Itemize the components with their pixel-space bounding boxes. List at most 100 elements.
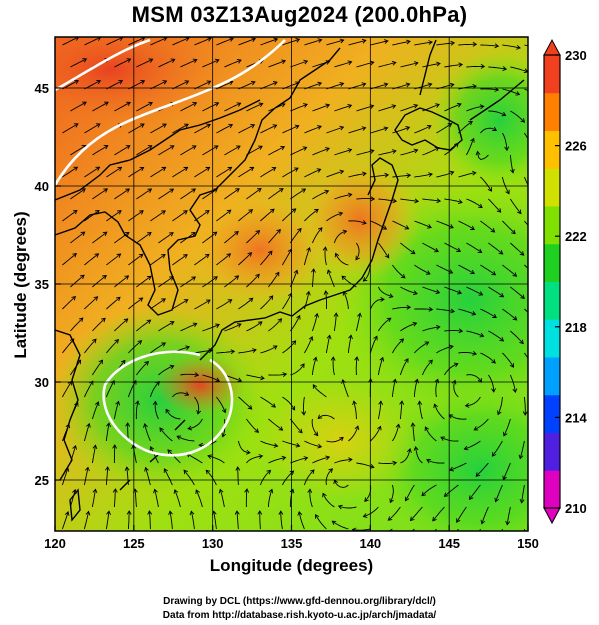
coast-korea-china: [55, 47, 341, 316]
streamline-arrowhead: [191, 188, 197, 193]
streamline: [466, 374, 482, 383]
streamline: [150, 210, 166, 222]
streamline: [213, 511, 217, 530]
contour-white-nw-1: [55, 38, 151, 92]
streamline: [92, 145, 108, 156]
streamline-arrowhead: [72, 209, 78, 215]
streamline-arrowhead: [312, 356, 318, 362]
streamline-arrowhead: [236, 323, 242, 328]
streamline-arrowhead: [274, 271, 280, 277]
streamline-arrowhead: [351, 527, 357, 531]
streamline: [497, 396, 503, 415]
streamline-arrowhead: [169, 321, 175, 326]
streamline: [480, 264, 496, 276]
streamline: [128, 297, 143, 310]
streamline-arrowhead: [268, 295, 274, 300]
streamline-arrowhead: [204, 253, 210, 259]
credit-data-source: Data from http://database.rish.kyoto-u.a…: [162, 610, 437, 621]
latitude-axis: 25 30 35 40 45: [35, 81, 61, 488]
streamline-arrowhead: [531, 364, 535, 368]
streamline: [312, 147, 330, 156]
streamline: [370, 298, 385, 310]
streamline: [523, 396, 526, 416]
streamline: [324, 247, 327, 266]
streamline-arrowhead: [330, 356, 336, 361]
streamline: [335, 253, 349, 266]
streamline: [510, 330, 524, 344]
streamline: [444, 484, 459, 497]
streamline-arrowhead: [433, 403, 438, 409]
streamline-arrowhead: [146, 275, 152, 281]
streamline: [83, 467, 89, 486]
streamline: [194, 254, 210, 266]
streamline-arrowhead: [361, 38, 367, 44]
streamline: [114, 232, 130, 244]
streamline-arrowhead: [314, 312, 320, 318]
streamline: [260, 396, 276, 408]
streamline: [400, 104, 418, 112]
streamline: [114, 58, 131, 68]
streamline-arrowhead: [386, 317, 392, 322]
streamline-arrowhead: [273, 443, 279, 448]
streamline: [268, 457, 286, 464]
streamline-arrowhead: [198, 442, 203, 448]
colorbar-segment: [544, 432, 560, 471]
streamline: [414, 173, 433, 178]
lat-tick-label: 40: [35, 179, 49, 194]
streamline-arrowhead: [191, 276, 197, 281]
streamline-arrowhead: [458, 62, 464, 68]
streamline-arrowhead: [85, 510, 91, 516]
streamline-arrowhead: [252, 348, 257, 353]
streamline-arrowhead: [183, 166, 189, 172]
streamline-arrowhead: [450, 308, 456, 314]
streamline-arrowhead: [215, 377, 221, 382]
streamline-arrowhead: [147, 510, 153, 515]
streamline: [399, 401, 403, 420]
streamline-arrowhead: [497, 410, 502, 416]
streamline: [268, 146, 285, 156]
streamline: [202, 145, 219, 156]
streamline-arrowhead: [226, 209, 232, 215]
colorbar-segment: [544, 281, 560, 320]
colorbar-tick-label: 210: [565, 501, 587, 516]
streamline-arrowhead: [468, 495, 474, 500]
streamline: [303, 247, 311, 266]
streamline-arrowhead: [212, 231, 218, 237]
streamline-arrowhead: [152, 400, 158, 406]
streamline: [260, 440, 278, 447]
streamline-arrowhead: [475, 472, 481, 477]
streamline-arrowhead: [255, 273, 260, 279]
streamline: [216, 167, 232, 178]
streamline-arrowhead: [494, 497, 499, 503]
streamline-arrowhead: [295, 37, 301, 43]
streamline: [176, 435, 195, 442]
streamline-arrowhead: [103, 188, 109, 193]
colorbar-bottom-arrow: [543, 507, 561, 525]
streamline: [481, 506, 489, 524]
streamline-arrowhead: [271, 167, 277, 172]
streamline: [190, 511, 195, 530]
streamline-arrowhead: [339, 38, 345, 44]
streamline-arrowhead: [414, 198, 420, 204]
streamline-arrowhead: [540, 341, 544, 345]
colorbar-tick-label: 222: [565, 229, 587, 244]
streamline-arrowhead: [347, 148, 353, 153]
streamline: [502, 308, 517, 321]
credit-drawing: Drawing by DCL (https://www.gfd-dennou.o…: [163, 596, 436, 607]
streamline-arrowhead: [95, 123, 101, 128]
colorbar-segment: [544, 394, 560, 433]
streamline-arrowhead: [391, 104, 397, 109]
streamline-arrowhead: [413, 446, 419, 451]
streamline: [355, 242, 360, 260]
streamline: [326, 170, 344, 178]
map-title: MSM 03Z13Aug2024 (200.0hPa): [131, 2, 468, 27]
streamline: [348, 172, 367, 178]
streamline-arrowhead: [191, 145, 197, 150]
streamline-arrowhead: [91, 338, 97, 344]
streamline-arrowhead: [147, 145, 153, 150]
streamline-arrowhead: [406, 173, 412, 178]
streamline: [473, 418, 489, 431]
streamline: [502, 264, 517, 277]
streamline: [84, 210, 100, 222]
streamline-arrowhead: [339, 82, 345, 87]
